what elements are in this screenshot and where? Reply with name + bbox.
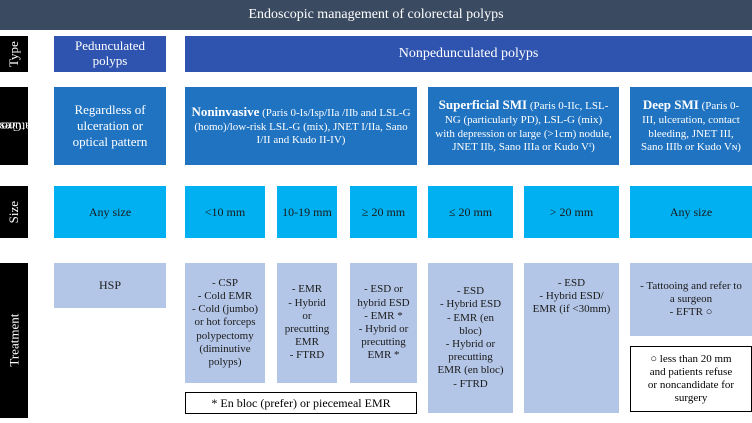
treatment-ge20-line: - Hybrid or: [358, 323, 409, 335]
treatment-10-19-line: - FTRD: [289, 349, 325, 362]
type-pedunculated-line2: polyps: [92, 53, 128, 68]
treatment-le20-line: - FTRD: [453, 377, 488, 390]
row-label-size-text: Size: [5, 200, 21, 224]
treatment-ge20-line: EMR *: [367, 349, 400, 362]
size-lt-10: <10 mm: [185, 186, 265, 238]
deep-note-line: and patients refuse: [649, 365, 733, 378]
treatment-lt10-line: - Cold (jumbo): [192, 303, 258, 316]
treatment-gt20-line: EMR (if <30mm): [532, 303, 611, 316]
treatment-hsp: HSP: [54, 263, 166, 308]
treatment-10-19: - EMR - Hybrid or precutting EMR - FTRD: [277, 263, 337, 383]
gross-noninvasive-title: Noninvasive: [191, 103, 260, 119]
row-label-type: Type: [0, 36, 28, 72]
treatment-le20-line: precutting: [448, 351, 493, 364]
row-label-gross-line2: features: [0, 119, 42, 135]
size-gt-20: > 20 mm: [524, 186, 619, 238]
treatment-deep-smi: - Tattooing and refer to a surgeon - EFT…: [630, 263, 752, 336]
deep-note-line: ○ less than 20 mm: [650, 352, 732, 365]
treatment-gt20-line: - ESD: [557, 277, 586, 289]
type-pedunculated: Pedunculated polyps: [54, 36, 166, 72]
size-ge-20: ≥ 20 mm: [350, 186, 417, 238]
treatment-gt20-line: - Hybrid ESD/: [539, 290, 604, 303]
row-label-gross-features: Grossfeatures: [0, 87, 42, 165]
gross-deep-title: Deep SMI: [642, 97, 699, 112]
type-nonpedunculated: Nonpedunculated polyps: [185, 36, 752, 72]
treatment-le20-line: EMR (en bloc): [437, 364, 504, 377]
gross-superficial-title: Superficial SMI: [438, 97, 528, 112]
treatment-deep-line: a surgeon: [669, 292, 713, 305]
size-10-19: 10-19 mm: [277, 186, 337, 238]
diagram-title: Endoscopic management of colorectal poly…: [0, 0, 752, 30]
treatment-le20-line: - Hybrid or: [445, 338, 496, 350]
row-label-size: Size: [0, 186, 28, 238]
treatment-lt10-line: or hot forceps: [194, 316, 256, 329]
en-bloc-footnote: * En bloc (prefer) or piecemeal EMR: [185, 392, 417, 414]
treatment-lt-10: - CSP - Cold EMR - Cold (jumbo) or hot f…: [185, 263, 265, 383]
treatment-lt10-line: (diminutive: [199, 342, 251, 355]
treatment-10-19-line: EMR: [295, 336, 319, 349]
treatment-le20-line: - ESD: [456, 285, 485, 298]
deep-smi-footnote: ○ less than 20 mm and patients refuse or…: [630, 346, 752, 412]
treatment-10-19-line: - EMR: [291, 283, 323, 296]
treatment-le20-line: - Hybrid ESD: [439, 298, 502, 311]
treatment-10-19-line: - Hybrid: [288, 296, 326, 309]
treatment-ge20-line: - ESD or: [363, 283, 404, 296]
size-le-20: ≤ 20 mm: [428, 186, 513, 238]
treatment-lt10-line: polypectomy: [196, 329, 254, 342]
treatment-deep-line: - Tattooing and refer to: [640, 279, 742, 292]
treatment-deep-line: - EFTR ○: [669, 306, 713, 319]
treatment-10-19-line: precutting: [284, 323, 330, 335]
treatment-lt10-line: polyps): [208, 355, 242, 368]
treatment-lt10-line: - CSP: [212, 276, 238, 289]
treatment-ge-20: - ESD or hybrid ESD - EMR * - Hybrid or …: [350, 263, 417, 383]
treatment-gt-20: - ESD - Hybrid ESD/ EMR (if <30mm): [524, 263, 619, 413]
row-label-treatment: Treatment: [0, 263, 28, 418]
treatment-ge20-line: precutting: [361, 336, 406, 349]
size-any-deep: Any size: [630, 186, 752, 238]
row-label-type-text: Type: [5, 41, 21, 67]
treatment-ge20-line: hybrid ESD: [357, 296, 410, 309]
gross-noninvasive-text: (Paris 0-Is/Isp/IIa /IIb and LSL-G (homo…: [194, 106, 411, 147]
deep-note-line: surgery: [674, 392, 708, 405]
gross-superficial-text: (Paris 0-IIc, LSL-NG (particularly PD), …: [435, 100, 612, 154]
gross-deep-smi: Deep SMI (Paris 0-III, ulceration, conta…: [630, 87, 752, 165]
gross-superficial-smi: Superficial SMI (Paris 0-IIc, LSL-NG (pa…: [428, 87, 619, 165]
size-any-pedunculated: Any size: [54, 186, 166, 238]
treatment-10-19-line: or: [302, 309, 312, 322]
deep-note-line: or noncandidate for: [647, 379, 735, 391]
type-pedunculated-line1: Pedunculated: [74, 38, 146, 54]
treatment-lt10-line: - Cold EMR: [197, 290, 253, 303]
row-label-treatment-text: Treatment: [5, 314, 21, 367]
treatment-le20-line: - EMR (en: [446, 311, 495, 324]
treatment-le20-line: bloc): [459, 324, 482, 337]
treatment-ge20-line: - EMR *: [364, 309, 403, 322]
gross-noninvasive: Noninvasive (Paris 0-Is/Isp/IIa /IIb and…: [185, 87, 417, 165]
gross-pedunculated: Regardless of ulceration or optical patt…: [54, 87, 166, 165]
treatment-le-20: - ESD - Hybrid ESD - EMR (en bloc) - Hyb…: [428, 263, 513, 413]
gross-deep-text: (Paris 0-III, ulceration, contact bleedi…: [641, 100, 741, 154]
